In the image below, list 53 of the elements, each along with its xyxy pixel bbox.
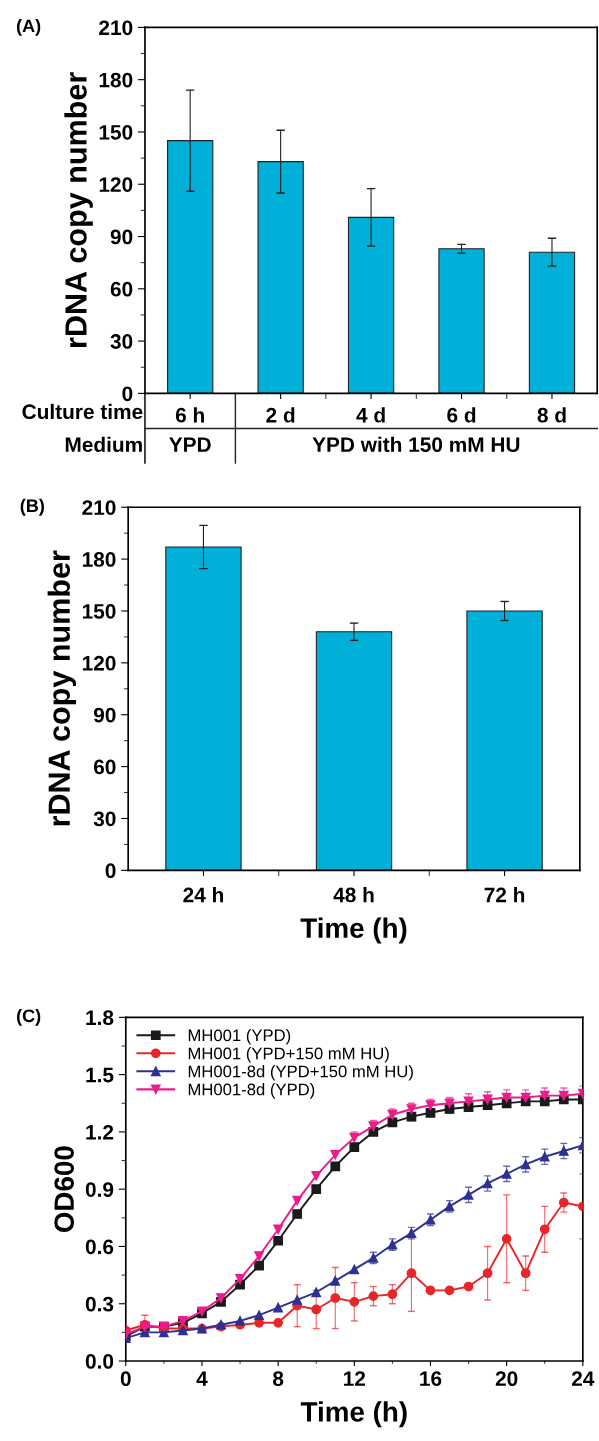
y-tick-label: 0.9	[85, 1182, 114, 1197]
y-tick-label: 120	[99, 177, 133, 192]
legend-label: MH001-8d (YPD+150 mM HU)	[188, 1065, 413, 1081]
x-tick-label: 48 h	[333, 887, 374, 903]
y-tick-label: 1.8	[86, 1010, 114, 1026]
y-tick-label: 1.5	[86, 1067, 114, 1083]
y-tick-label: 150	[99, 124, 133, 140]
x-axis-title: Time (h)	[300, 1401, 407, 1428]
x-axis-title: Time (h)	[300, 917, 407, 944]
x-tick-label: 8	[273, 1371, 284, 1387]
y-tick-label: 30	[93, 811, 116, 827]
chart-title: (C)	[17, 1008, 41, 1026]
y-tick-label: 0.3	[85, 1296, 114, 1312]
x-tick-label: 72 h	[484, 887, 525, 903]
legend-label: MH001 (YPD)	[188, 1029, 291, 1045]
text: Medium	[65, 436, 142, 453]
x-tick-label: 6 d	[447, 407, 476, 423]
y-tick-label: 0	[122, 386, 133, 402]
y-tick-label: 90	[110, 229, 133, 245]
x-tick-label: 4 d	[356, 407, 385, 423]
x-tick-label: 24	[571, 1371, 595, 1386]
y-tick-label: 30	[110, 334, 133, 349]
y-tick-label: 210	[99, 20, 133, 36]
y-tick-label: 180	[99, 72, 133, 88]
text: Culture time	[22, 403, 143, 420]
y-axis-title: OD600	[54, 1146, 74, 1233]
text: YPD	[169, 437, 211, 452]
legend-label: MH001-8d (YPD)	[188, 1083, 315, 1099]
y-tick-label: 120	[82, 655, 116, 671]
y-tick-label: 0.0	[85, 1354, 114, 1369]
y-tick-label: 60	[110, 281, 133, 297]
text: YPD with 150 mM HU	[312, 436, 520, 453]
y-tick-label: 150	[82, 603, 116, 619]
legend-label: MH001 (YPD+150 mM HU)	[188, 1047, 389, 1063]
chart-title: (B)	[20, 498, 44, 516]
y-tick-label: 90	[93, 707, 116, 723]
x-tick-label: 4	[196, 1371, 208, 1386]
x-tick-label: 24 h	[183, 887, 224, 903]
y-axis-title: rDNA copy number	[64, 72, 93, 348]
x-tick-label: 20	[495, 1371, 518, 1387]
y-tick-label: 180	[82, 552, 116, 567]
y-tick-label: 210	[82, 500, 116, 515]
x-tick-label: 8 d	[537, 407, 566, 423]
x-tick-label: 6 h	[175, 407, 204, 423]
x-tick-label: 12	[344, 1371, 366, 1386]
y-axis-title: rDNA copy number	[47, 550, 77, 826]
y-tick-label: 1.2	[86, 1124, 114, 1140]
y-tick-label: 0.6	[85, 1239, 114, 1255]
y-tick-label: 0	[105, 863, 116, 879]
x-tick-label: 2 d	[266, 407, 295, 423]
y-tick-label: 60	[93, 759, 116, 775]
x-tick-label: 16	[420, 1371, 442, 1387]
chart-title: (A)	[16, 18, 41, 36]
